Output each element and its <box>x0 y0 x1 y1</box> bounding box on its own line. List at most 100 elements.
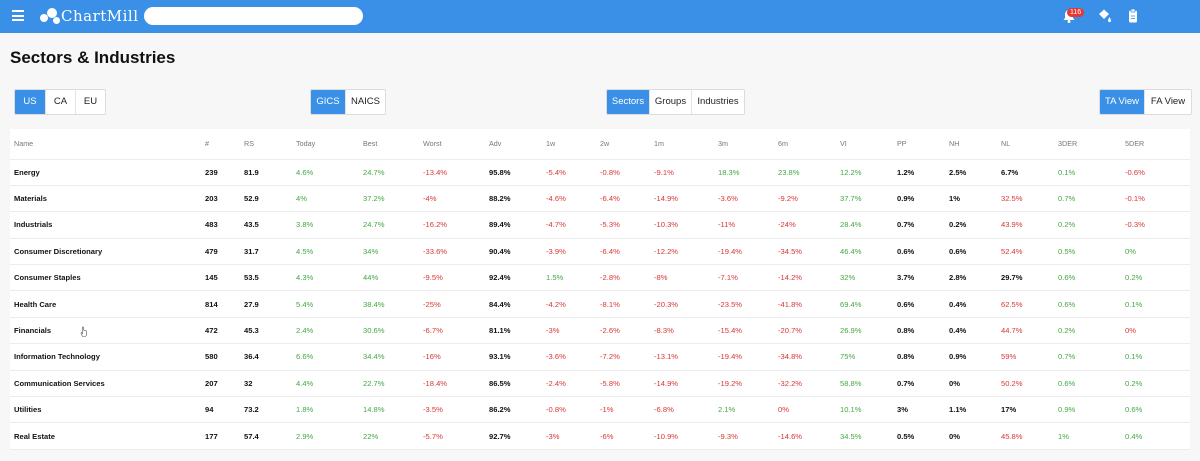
table-row[interactable]: Materials 203 52.9 4% 37.2% -4% 88.2% -4.6% -6.4… <box>10 185 1190 213</box>
table-row[interactable]: Information Technology 580 36.4 6.6% 34.4% -1… <box>10 343 1190 371</box>
groups-button[interactable]: Groups <box>650 90 692 114</box>
table-cell: 32.5% <box>997 185 1054 213</box>
clipboard-icon[interactable] <box>1125 8 1141 24</box>
sector-name-cell[interactable]: Real Estate <box>10 422 201 450</box>
table-cell: -9.3% <box>714 422 774 450</box>
column-header[interactable]: NL <box>997 129 1054 160</box>
naics-button[interactable]: NAICS <box>350 96 381 107</box>
table-cell: 6.6% <box>292 343 359 371</box>
region-us-button[interactable]: US <box>15 90 46 114</box>
sector-name-cell[interactable]: Utilities <box>10 396 201 424</box>
table-cell: 0.8% <box>893 343 945 371</box>
sector-name-cell[interactable]: Health Care <box>10 290 201 318</box>
sector-name-cell[interactable]: Consumer Staples <box>10 264 201 292</box>
table-cell: 0.7% <box>1054 343 1121 371</box>
column-header[interactable]: 3DER <box>1054 129 1121 160</box>
region-eu-button[interactable]: EU <box>83 96 98 107</box>
table-cell: 472 <box>201 317 240 345</box>
table-cell: 0.1% <box>1121 290 1190 318</box>
table-row[interactable]: Communication Services 207 32 4.4% 22.7% -18.… <box>10 370 1190 398</box>
table-row[interactable]: Industrials 483 43.5 3.8% 24.7% -16.2% 89.4% -4… <box>10 211 1190 239</box>
sector-name-cell[interactable]: Industrials <box>10 211 201 239</box>
table-row[interactable]: Consumer Discretionary 479 31.7 4.5% 34% -33.… <box>10 238 1190 266</box>
sectors-button[interactable]: Sectors <box>607 90 650 114</box>
column-header[interactable]: # <box>201 129 240 160</box>
table-cell: 30.6% <box>359 317 419 345</box>
table-cell: -2.8% <box>596 264 650 292</box>
table-cell: -5.3% <box>596 211 650 239</box>
column-header[interactable]: RS <box>240 129 292 160</box>
sector-name-cell[interactable]: Energy <box>10 159 201 186</box>
column-header[interactable]: Best <box>359 129 419 160</box>
table-cell: 483 <box>201 211 240 239</box>
gics-button[interactable]: GICS <box>311 90 346 114</box>
ta-view-button[interactable]: TA View <box>1100 90 1145 114</box>
table-cell: -20.3% <box>650 290 714 318</box>
table-cell: -34.5% <box>774 238 836 266</box>
column-header[interactable]: VI <box>836 129 893 160</box>
table-cell: -18.4% <box>419 370 485 398</box>
table-cell: -12.2% <box>650 238 714 266</box>
table-cell: 4.3% <box>292 264 359 292</box>
column-header[interactable]: NH <box>945 129 997 160</box>
table-cell: 0.5% <box>1054 238 1121 266</box>
sector-name-cell[interactable]: Communication Services <box>10 370 201 398</box>
view-selector: TA View FA View <box>1099 89 1192 115</box>
table-cell: -25% <box>419 290 485 318</box>
table-cell: 57.4 <box>240 422 292 450</box>
search-input[interactable] <box>144 7 363 25</box>
sector-name-cell[interactable]: Materials <box>10 185 201 213</box>
table-cell: 45.8% <box>997 422 1054 450</box>
column-header[interactable]: Worst <box>419 129 485 160</box>
column-header[interactable]: 3m <box>714 129 774 160</box>
industries-button[interactable]: Industries <box>697 96 739 107</box>
table-cell: -24% <box>774 211 836 239</box>
table-cell: -0.3% <box>1121 211 1190 239</box>
table-cell: 18.3% <box>714 159 774 186</box>
table-row[interactable]: Financials 472 45.3 2.4% 30.6% -6.7% 81.1% -3% -… <box>10 317 1190 345</box>
table-cell: 52.4% <box>997 238 1054 266</box>
table-row[interactable]: Energy 239 81.9 4.6% 24.7% -13.4% 95.8% -5.4% -0… <box>10 159 1190 186</box>
table-row[interactable]: Consumer Staples 145 53.5 4.3% 44% -9.5% 92.4%… <box>10 264 1190 292</box>
table-cell: 0.7% <box>893 211 945 239</box>
fa-view-button[interactable]: FA View <box>1150 96 1186 107</box>
table-cell: -10.3% <box>650 211 714 239</box>
chartmill-logo[interactable]: ChartMill <box>40 5 139 27</box>
column-header[interactable]: Today <box>292 129 359 160</box>
table-cell: 53.5 <box>240 264 292 292</box>
column-header[interactable]: Name <box>10 129 201 160</box>
table-cell: 0.6% <box>1054 264 1121 292</box>
menu-icon[interactable] <box>12 10 24 21</box>
column-header[interactable]: 2w <box>596 129 650 160</box>
table-cell: 2.5% <box>945 159 997 186</box>
column-header[interactable]: 1m <box>650 129 714 160</box>
table-cell: 44.7% <box>997 317 1054 345</box>
sector-name-cell[interactable]: Information Technology <box>10 343 201 371</box>
sector-name-cell[interactable]: Financials <box>10 317 201 345</box>
table-cell: 31.7 <box>240 238 292 266</box>
table-cell: -1% <box>596 396 650 424</box>
column-header[interactable]: Adv <box>485 129 542 160</box>
column-header[interactable]: 1w <box>542 129 596 160</box>
table-cell: 86.2% <box>485 396 542 424</box>
table-cell: -9.5% <box>419 264 485 292</box>
sector-name-cell[interactable]: Consumer Discretionary <box>10 238 201 266</box>
table-cell: 62.5% <box>997 290 1054 318</box>
table-cell: 34.4% <box>359 343 419 371</box>
table-cell: 3% <box>893 396 945 424</box>
region-ca-button[interactable]: CA <box>46 90 76 114</box>
table-cell: -19.4% <box>714 343 774 371</box>
column-header[interactable]: PP <box>893 129 945 160</box>
table-row[interactable]: Real Estate 177 57.4 2.9% 22% -5.7% 92.7% -3% -6… <box>10 422 1190 450</box>
column-header[interactable]: 6m <box>774 129 836 160</box>
paint-bucket-icon[interactable] <box>1096 8 1112 24</box>
table-cell: 0.6% <box>1054 290 1121 318</box>
table-cell: 3.8% <box>292 211 359 239</box>
table-row[interactable]: Health Care 814 27.9 5.4% 38.4% -25% 84.4% -4.2… <box>10 290 1190 318</box>
column-header[interactable]: 5DER <box>1121 129 1190 160</box>
table-cell: 0% <box>1121 238 1190 266</box>
table-row[interactable]: Utilities 94 73.2 1.8% 14.8% -3.5% 86.2% -0.8% -… <box>10 396 1190 424</box>
table-cell: 0.9% <box>1054 396 1121 424</box>
level-selector: Sectors Groups Industries <box>606 89 745 115</box>
table-cell: 58.8% <box>836 370 893 398</box>
